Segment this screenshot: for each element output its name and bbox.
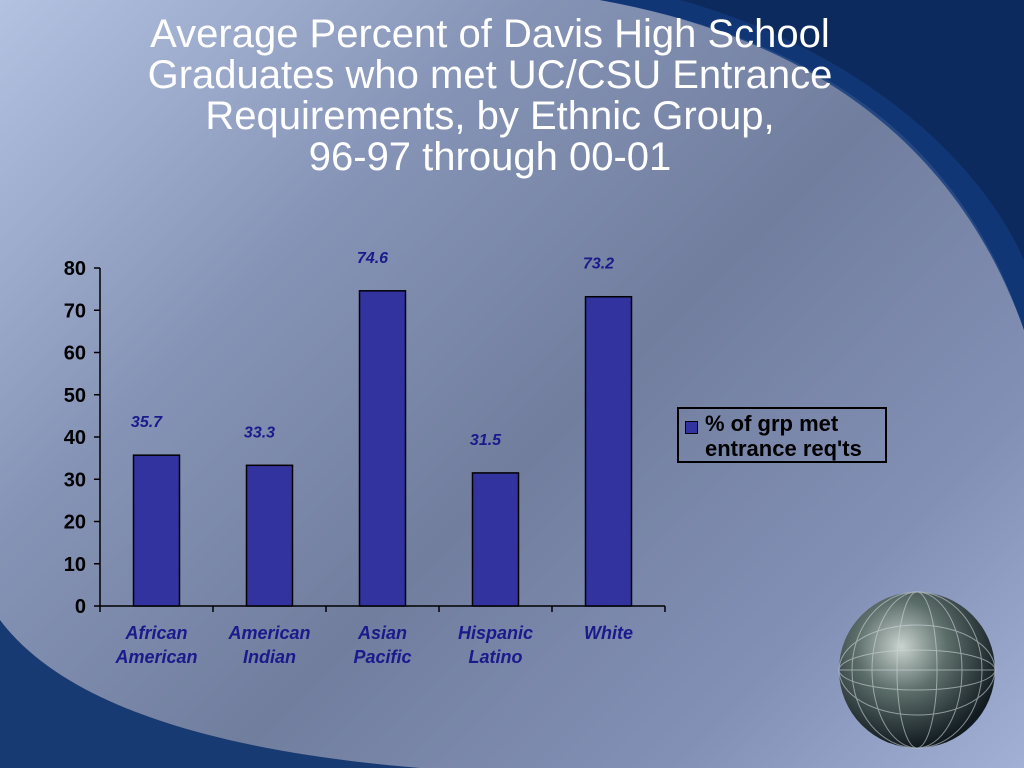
y-tick-label: 10 bbox=[64, 554, 86, 576]
x-tick-label: African bbox=[124, 623, 187, 643]
bottom-left-swoosh bbox=[0, 620, 420, 768]
legend-swatch bbox=[685, 421, 698, 434]
x-tick-label: American bbox=[227, 623, 310, 643]
bar bbox=[584, 295, 633, 607]
data-label: 73.2 bbox=[583, 256, 614, 273]
y-tick-label: 20 bbox=[64, 512, 86, 534]
slide-title: Average Percent of Davis High School Gra… bbox=[60, 14, 920, 178]
x-tick-label: White bbox=[584, 623, 633, 643]
y-tick-label: 60 bbox=[64, 343, 86, 365]
y-tick-label: 50 bbox=[64, 385, 86, 407]
bar bbox=[245, 464, 294, 607]
bar bbox=[358, 290, 407, 607]
x-tick-label: Pacific bbox=[353, 647, 411, 667]
bar bbox=[132, 454, 181, 607]
title-line: Graduates who met UC/CSU Entrance bbox=[147, 53, 833, 97]
bar bbox=[471, 472, 520, 607]
data-label: 74.6 bbox=[357, 250, 388, 267]
data-label: 35.7 bbox=[131, 414, 163, 431]
x-tick-label: Asian bbox=[357, 623, 407, 643]
data-label: 31.5 bbox=[470, 432, 502, 449]
top-right-swoosh bbox=[600, 0, 1024, 330]
chart-legend: % of grp met entrance req'ts bbox=[677, 407, 887, 463]
globe-icon bbox=[838, 591, 996, 749]
y-tick-label: 40 bbox=[64, 427, 86, 449]
title-line: Average Percent of Davis High School bbox=[150, 12, 830, 56]
y-tick-label: 30 bbox=[64, 469, 86, 491]
x-tick-label: American bbox=[114, 647, 197, 667]
y-tick-label: 70 bbox=[64, 300, 86, 322]
y-tick-label: 80 bbox=[64, 258, 86, 280]
x-tick-label: Hispanic bbox=[458, 623, 533, 643]
x-tick-label: Latino bbox=[469, 647, 523, 667]
y-tick-label: 0 bbox=[75, 596, 86, 618]
x-tick-label: Indian bbox=[243, 647, 296, 667]
title-line: Requirements, by Ethnic Group, bbox=[205, 94, 775, 138]
legend-label: % of grp met entrance req'ts bbox=[705, 411, 862, 461]
data-label: 33.3 bbox=[244, 424, 275, 441]
title-line: 96-97 through 00-01 bbox=[308, 135, 672, 179]
